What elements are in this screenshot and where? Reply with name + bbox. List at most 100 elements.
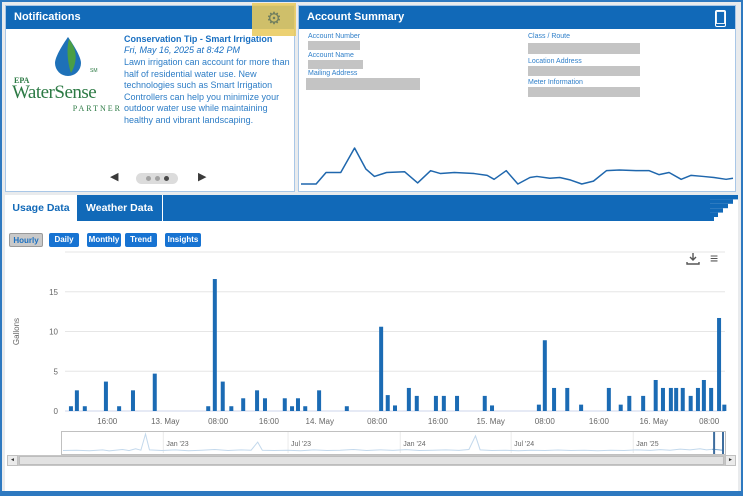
navigator-left-handle[interactable]: [713, 432, 716, 454]
svg-text:5: 5: [54, 367, 59, 376]
field-label-location-address: Location Address: [528, 58, 582, 65]
usage-bar: [441, 395, 446, 411]
usage-bar: [406, 387, 411, 411]
usage-bar: [344, 406, 349, 411]
logo-brand-text: WaterSense: [12, 82, 97, 103]
svg-text:Jan '24: Jan '24: [403, 441, 425, 448]
redacted-account-number: [308, 41, 360, 50]
field-label-class-route: Class / Route: [528, 33, 571, 40]
usage-bar: [433, 395, 438, 411]
logo-sm-mark: SM: [90, 68, 98, 74]
usage-bar: [152, 373, 157, 411]
svg-text:16:00: 16:00: [97, 417, 118, 426]
usage-bar: [674, 387, 679, 411]
usage-bar: [618, 404, 623, 411]
usage-bar: [680, 387, 685, 411]
usage-bar: [212, 279, 217, 411]
svg-text:Jul '23: Jul '23: [291, 441, 311, 448]
view-button-insights[interactable]: Insights: [165, 233, 201, 247]
usage-bar: [379, 326, 384, 411]
chart-menu-icon[interactable]: ≡: [710, 250, 719, 266]
tip-date: Fri, May 16, 2025 at 8:42 PM: [124, 45, 241, 55]
svg-text:10: 10: [49, 328, 58, 337]
svg-text:16:00: 16:00: [589, 417, 610, 426]
view-button-trend[interactable]: Trend: [125, 233, 157, 247]
carousel-dot-1[interactable]: [154, 176, 160, 181]
tip-body: Lawn irrigation can account for more tha…: [124, 57, 290, 125]
usage-bar: [536, 404, 541, 411]
usage-bar: [660, 387, 665, 411]
conservation-tip: Conservation Tip - Smart Irrigation Fri,…: [124, 34, 292, 126]
svg-text:Jul '24: Jul '24: [514, 441, 534, 448]
redacted-location-address: [528, 66, 640, 76]
svg-text:15: 15: [49, 288, 58, 297]
usage-bar: [117, 406, 122, 411]
usage-bar: [290, 406, 295, 411]
tab-usage-data[interactable]: Usage Data: [5, 195, 77, 221]
usage-bar: [627, 395, 632, 411]
account-summary-header: Account Summary: [299, 6, 735, 29]
view-button-hourly[interactable]: Hourly: [9, 233, 43, 247]
redacted-mailing-address: [306, 78, 420, 90]
usage-bar: [641, 395, 646, 411]
account-summary-panel: Account Summary Account Number Account N…: [298, 5, 736, 192]
usage-bar: [68, 406, 73, 411]
carousel-dot-2[interactable]: [163, 176, 169, 181]
scrollbar-thumb[interactable]: [19, 456, 724, 465]
usage-bar: [229, 406, 234, 411]
notifications-header: Notifications: [6, 6, 294, 29]
field-label-meter-information: Meter Information: [528, 79, 583, 86]
usage-bar: [255, 390, 260, 411]
tabbar-edge-decoration: [710, 195, 738, 221]
carousel-dot-0[interactable]: [145, 176, 151, 181]
carousel-dots[interactable]: [136, 173, 178, 184]
chart-navigator[interactable]: Jan '23 Jul '23 Jan '24 Jul '24 Jan '25: [61, 431, 727, 455]
download-icon[interactable]: [686, 253, 700, 265]
svg-text:08:00: 08:00: [208, 417, 229, 426]
mobile-phone-icon[interactable]: [715, 10, 726, 27]
tab-bar: [5, 195, 710, 221]
svg-text:16:00: 16:00: [259, 417, 280, 426]
carousel-prev-icon[interactable]: ◀: [110, 171, 119, 183]
field-label-account-name: Account Name: [308, 52, 354, 59]
usage-bar: [103, 381, 108, 411]
carousel-next-icon[interactable]: ▶: [198, 171, 207, 183]
usage-bar: [606, 387, 611, 411]
svg-text:Gallons: Gallons: [12, 318, 21, 345]
usage-bar: [206, 406, 211, 411]
usage-bar: [74, 390, 79, 411]
usage-bar: [579, 404, 584, 411]
usage-bar: [565, 387, 570, 411]
settings-highlight: ⚙: [252, 3, 296, 36]
tab-weather-data[interactable]: Weather Data: [77, 195, 163, 221]
svg-text:08:00: 08:00: [699, 417, 720, 426]
svg-text:13. May: 13. May: [151, 417, 179, 426]
notifications-title: Notifications: [14, 11, 81, 23]
epa-watersense-logo: SM EPA WaterSense PARTNER: [12, 36, 124, 122]
scrollbar-right-icon[interactable]: ►: [725, 455, 736, 466]
scrollbar-left-icon[interactable]: ◄: [7, 455, 18, 466]
hourly-usage-chart: 0 5 10 15 Gallons 16:00 13. May 08:00 16:00 14. M…: [12, 251, 727, 426]
redacted-class-route: [528, 43, 640, 54]
redacted-account-name: [308, 60, 363, 69]
view-button-monthly[interactable]: Monthly: [87, 233, 121, 247]
svg-text:0: 0: [54, 407, 59, 416]
account-summary-title: Account Summary: [307, 11, 405, 23]
usage-bar: [709, 387, 714, 411]
gear-icon[interactable]: ⚙: [266, 9, 282, 28]
usage-bar: [317, 390, 322, 411]
usage-bar: [695, 387, 700, 411]
usage-bar: [668, 387, 673, 411]
usage-bar: [303, 406, 308, 411]
view-button-daily[interactable]: Daily: [49, 233, 79, 247]
usage-data-panel: Usage Data Weather Data Hourly Daily Mon…: [5, 195, 738, 491]
svg-text:14. May: 14. May: [306, 417, 334, 426]
navigator-right-handle[interactable]: [722, 432, 724, 454]
svg-text:16:00: 16:00: [428, 417, 449, 426]
usage-bar: [295, 398, 300, 411]
usage-bar: [717, 317, 722, 411]
usage-bar: [414, 395, 419, 411]
scrollbar-track[interactable]: [18, 455, 725, 466]
chart-scrollbar[interactable]: ◄ ►: [7, 455, 736, 466]
